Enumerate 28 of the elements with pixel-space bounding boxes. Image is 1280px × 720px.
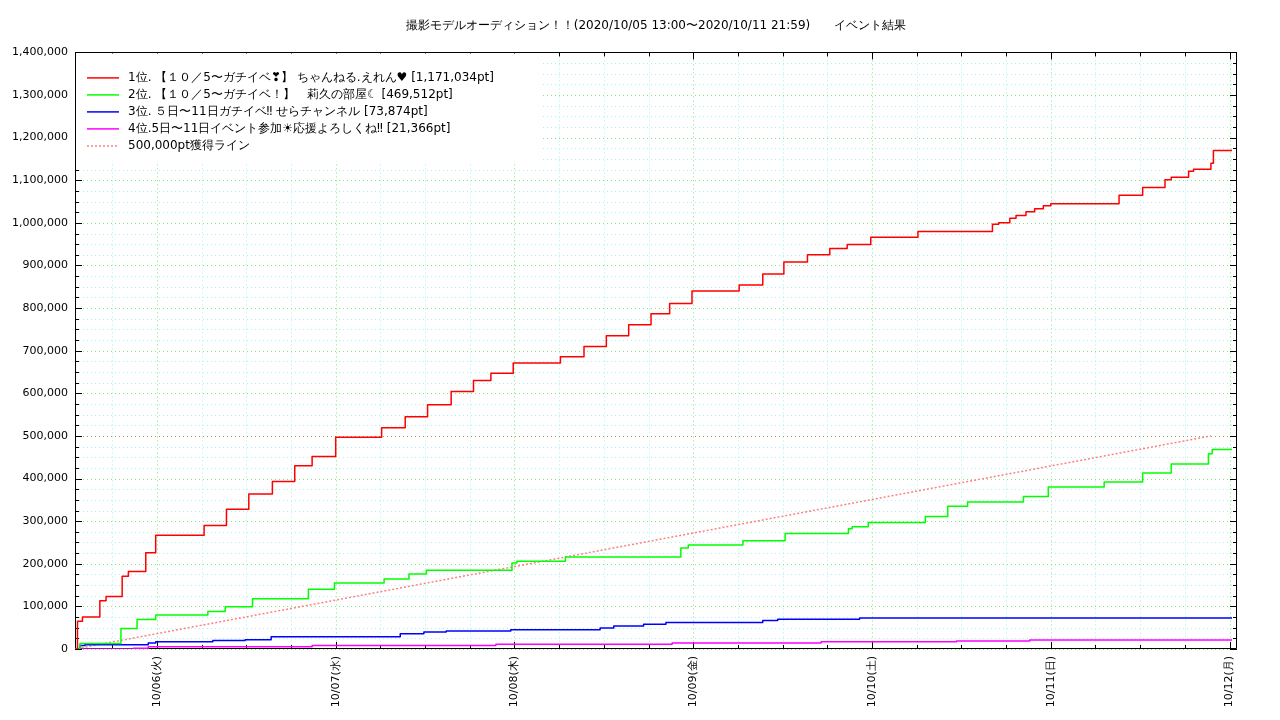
y-tick-label: 600,000: [22, 386, 68, 400]
legend-label: 1位. 【１０／5〜ガチイベ❣】 ちゃんねる.えれん♥ [1,171,034pt]: [128, 69, 494, 84]
y-tick-label: 900,000: [22, 258, 68, 272]
x-tick-label: 10/12(月): [1222, 656, 1236, 708]
y-tick-label: 0: [61, 641, 68, 655]
y-tick-label: 1,100,000: [12, 173, 68, 187]
x-tick-label: 10/06(火): [149, 656, 163, 708]
x-tick-label: 10/07(水): [328, 656, 342, 708]
y-tick-label: 1,000,000: [12, 215, 68, 229]
chart-title: 撮影モデルオーディション！！(2020/10/05 13:00〜2020/10/11 21:59) イベント結果: [405, 18, 907, 33]
legend-label: 2位. 【１０／5〜ガチイベ！】 莉久の部屋☾ [469,512pt]: [128, 86, 453, 101]
y-tick-label: 500,000: [22, 428, 68, 442]
x-tick-label: 10/11(日): [1043, 656, 1057, 708]
legend-label: 3位. ５日〜11日ガチイベ‼ せらチャンネル [73,874pt]: [128, 103, 428, 118]
y-tick-label: 100,000: [22, 599, 68, 613]
y-tick-label: 300,000: [22, 514, 68, 528]
y-tick-label: 700,000: [22, 343, 68, 357]
legend-label: 500,000pt獲得ライン: [128, 137, 250, 152]
x-tick-label: 10/09(金): [686, 656, 700, 708]
y-tick-label: 200,000: [22, 556, 68, 570]
y-tick-label: 1,200,000: [12, 130, 68, 144]
y-tick-label: 400,000: [22, 471, 68, 485]
x-tick-label: 10/10(土): [864, 656, 878, 708]
legend-label: 4位.5日〜11日イベント参加☀応援よろしくね‼ [21,366pt]: [128, 120, 451, 135]
y-tick-label: 800,000: [22, 300, 68, 314]
x-tick-label: 10/08(木): [507, 656, 521, 708]
y-tick-label: 1,300,000: [12, 87, 68, 101]
y-tick-label: 1,400,000: [12, 45, 68, 59]
